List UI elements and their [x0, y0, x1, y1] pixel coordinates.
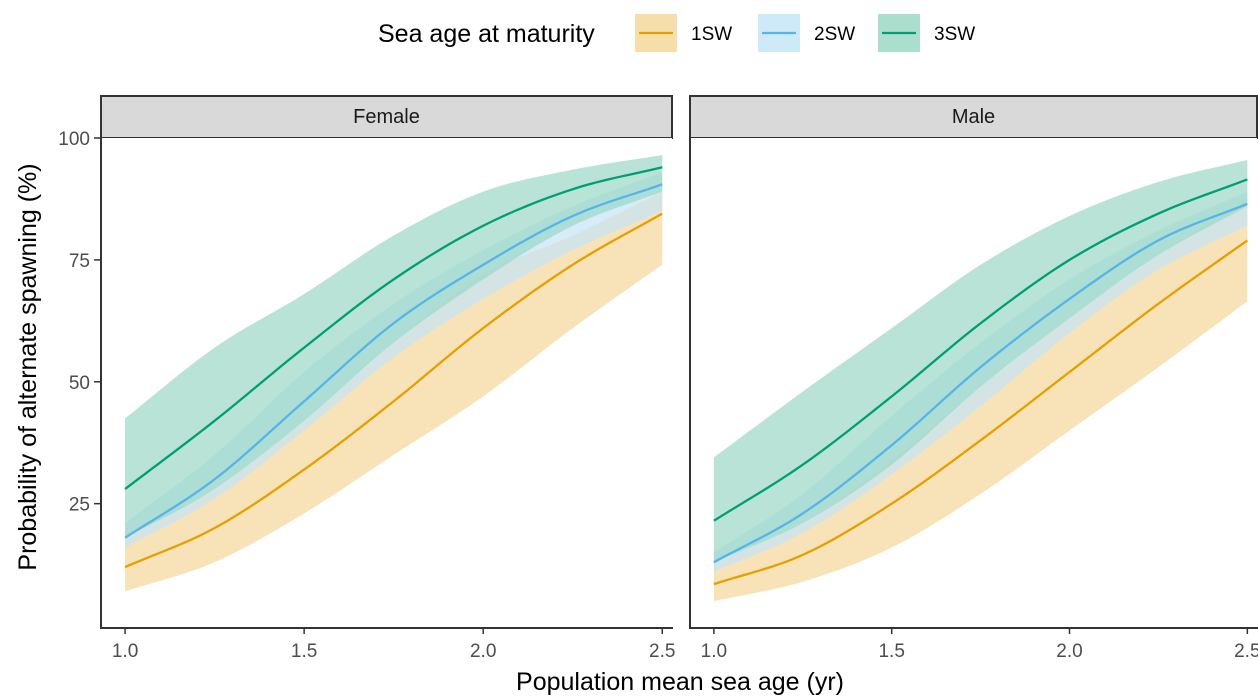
legend-label: 1SW	[691, 24, 732, 45]
series-line-3sw	[124, 166, 663, 490]
x-tick-label: 1.5	[291, 641, 317, 662]
series-line-3sw	[713, 178, 1248, 522]
legend-title: Sea age at maturity	[378, 20, 595, 48]
x-tick-label: 1.5	[878, 641, 904, 662]
x-axis-title: Population mean sea age (yr)	[516, 668, 844, 696]
strip-label: Male	[952, 106, 995, 128]
y-axis-title: Probability of alternate spawning (%)	[14, 163, 42, 570]
y-tick-label: 25	[69, 495, 90, 516]
x-tick-label: 1.0	[701, 641, 727, 662]
y-tick-label: 50	[69, 373, 90, 394]
panels: Female 1.0 1.5 2.0 2.5 25 50 75 100 Male 1.0 1.5 2.0…	[58, 95, 1258, 662]
y-tick-label: 100	[58, 129, 90, 150]
panel-male: Male 1.0 1.5 2.0 2.5	[689, 95, 1258, 662]
legend-label: 3SW	[934, 24, 975, 45]
panel-female: Female 1.0 1.5 2.0 2.5 25 50 75 100	[58, 95, 675, 662]
y-tick-label: 75	[69, 251, 90, 272]
series-line-2sw	[124, 183, 663, 539]
strip-label: Female	[353, 106, 420, 128]
series-line-1sw	[713, 239, 1248, 586]
ci-band-3sw	[713, 159, 1248, 563]
legend-item-2sw: 2SW	[758, 14, 855, 52]
legend-label: 2SW	[814, 24, 855, 45]
x-tick-label: 2.5	[1234, 641, 1258, 662]
x-tick-label: 2.0	[1056, 641, 1082, 662]
x-tick-label: 2.5	[649, 641, 675, 662]
legend-item-3sw: 3SW	[878, 14, 975, 52]
x-tick-label: 1.0	[112, 641, 138, 662]
series-line-2sw	[713, 202, 1248, 564]
x-tick-label: 2.0	[470, 641, 496, 662]
legend-item-1sw: 1SW	[635, 14, 732, 52]
series-line-1sw	[124, 212, 663, 569]
legend: Sea age at maturity 1SW 2SW 3SW	[378, 14, 975, 52]
ci-band-1sw	[125, 191, 663, 592]
strip-background	[100, 95, 673, 139]
